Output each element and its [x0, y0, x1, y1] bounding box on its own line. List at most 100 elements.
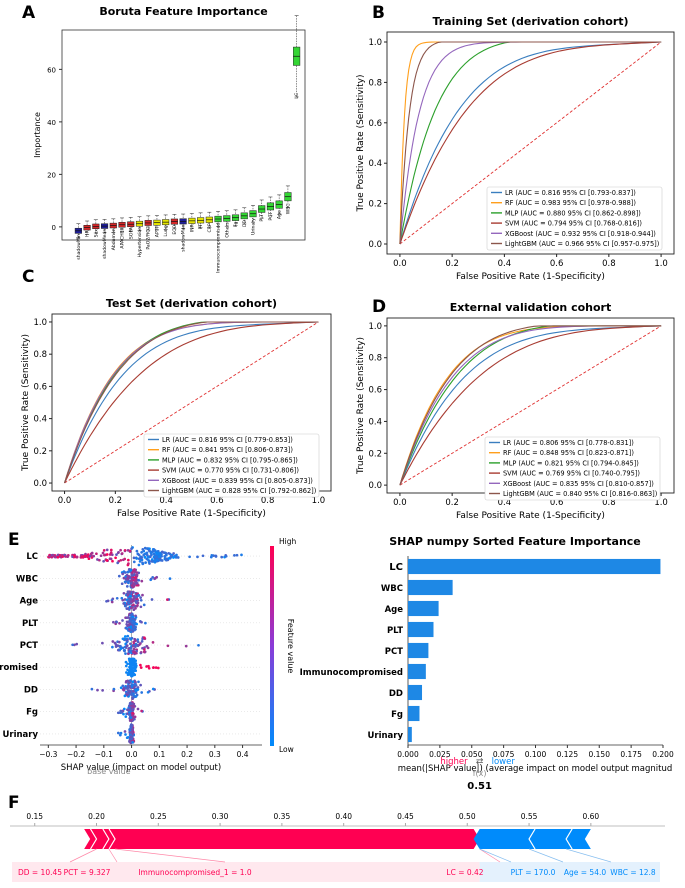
shap-point — [128, 671, 131, 675]
x-category-label: shadowMax — [181, 224, 187, 251]
shap-point — [122, 591, 126, 595]
shap-point — [128, 622, 132, 626]
shap-point — [135, 604, 139, 608]
x-tick-label: −0.3 — [39, 750, 57, 759]
x-category-label: Others — [224, 222, 230, 238]
shap-point — [87, 557, 91, 561]
panel-label-c: C — [22, 267, 34, 287]
y-tick-label: 0.0 — [368, 481, 382, 491]
shap-point — [131, 617, 135, 621]
shap-point — [125, 607, 129, 610]
shap-point — [129, 642, 132, 646]
shap-point — [148, 547, 151, 551]
x-category-label: INR — [189, 223, 195, 232]
shap-point — [134, 642, 138, 646]
shap-point — [121, 688, 125, 691]
x-category-label: PCT — [268, 212, 274, 221]
shap-point — [134, 662, 138, 665]
force-negative-band — [473, 829, 591, 849]
shap-point — [124, 604, 128, 607]
shap-point — [96, 688, 99, 692]
roc-line-lr — [399, 41, 662, 245]
shap-point — [131, 740, 134, 744]
shap-point — [127, 679, 130, 683]
force-leader-line — [566, 848, 612, 863]
shap-point — [105, 553, 109, 556]
shap-point — [130, 724, 134, 728]
shap-point — [101, 689, 104, 692]
shap-point — [138, 560, 142, 563]
shap-point — [129, 716, 133, 719]
shap-point — [132, 686, 136, 690]
bar-fg — [408, 705, 420, 722]
shap-point — [86, 553, 90, 556]
shap-point — [129, 619, 133, 623]
shap-point — [153, 576, 157, 580]
shap-point — [154, 666, 158, 669]
shap-point — [123, 694, 127, 698]
shap-point — [111, 559, 114, 563]
shap-point — [129, 581, 133, 585]
shap-point — [125, 736, 129, 740]
legend-entry-mlp: MLP (AUC = 0.821 95% CI [0.794-0.845]) — [503, 459, 639, 467]
shap-point — [210, 553, 214, 557]
shap-point — [133, 667, 137, 670]
shap-point — [71, 555, 74, 559]
higher-label: higher — [440, 757, 468, 767]
shap-point — [115, 553, 118, 556]
force-leader-line — [115, 848, 226, 863]
x-tick-label: 0.175 — [620, 750, 642, 759]
bar-age — [408, 600, 439, 617]
x-tick-label: 0.0 — [393, 259, 407, 269]
shap-point — [132, 650, 135, 654]
bar-label-pct: PCT — [385, 647, 403, 657]
shap-point — [135, 573, 139, 577]
roc-training-chart: Training Set (derivation cohort) 0.0 0.0 0.… — [356, 15, 675, 282]
shap-point — [197, 643, 200, 647]
shap-point — [126, 576, 129, 580]
y-axis-label: True Positive Rate (Sensitivity) — [356, 337, 366, 475]
y-tick-label: 60 — [47, 66, 56, 74]
shap-point — [127, 562, 130, 565]
legend-entry-xgb: XGBoost (AUC = 0.839 95% CI [0.805-0.873… — [162, 477, 313, 485]
shap-point — [116, 731, 120, 735]
panel-label-f: F — [8, 793, 20, 813]
shap-point — [133, 628, 136, 632]
shap-point — [140, 579, 144, 583]
y-tick-label: 1.0 — [33, 318, 47, 328]
shap-point — [129, 733, 133, 736]
x-category-label: Urinary — [250, 218, 256, 235]
bar-label-dd: DD — [389, 689, 403, 699]
force-tick-label: 0.45 — [397, 812, 414, 821]
shap-point — [130, 606, 133, 610]
shap-point — [157, 555, 161, 559]
y-tick-label: 0.8 — [33, 350, 47, 360]
shap-point — [58, 554, 62, 557]
shap-point — [151, 641, 155, 644]
shap-point — [214, 554, 218, 558]
y-tick-label: 0 — [52, 224, 56, 232]
shap-point — [117, 648, 121, 652]
shap-point — [124, 715, 128, 718]
shap-point — [156, 549, 160, 553]
shap-point — [139, 651, 143, 654]
shap-point — [196, 555, 199, 559]
x-category-label: PaO2/FiO2 — [146, 226, 152, 250]
shap-point — [132, 647, 136, 651]
force-label-negative: WBC = 12.8 — [610, 868, 656, 877]
diagonal-reference-line — [399, 41, 662, 245]
y-tick-label: 0.6 — [368, 386, 382, 396]
shap-point — [137, 578, 141, 582]
feature-label-immunocompromised: Immunocompromised — [0, 663, 38, 673]
shap-point — [111, 645, 114, 649]
x-tick-label: 0.0 — [58, 496, 72, 506]
force-separator — [528, 828, 536, 850]
force-label-negative: PLT = 170.0 — [511, 868, 556, 877]
shap-point — [131, 680, 135, 684]
force-separator — [565, 828, 573, 850]
shap-point — [105, 559, 109, 562]
shap-point — [133, 682, 137, 686]
bar-label-urinary: Urinary — [367, 731, 403, 741]
shap-point — [130, 658, 134, 662]
